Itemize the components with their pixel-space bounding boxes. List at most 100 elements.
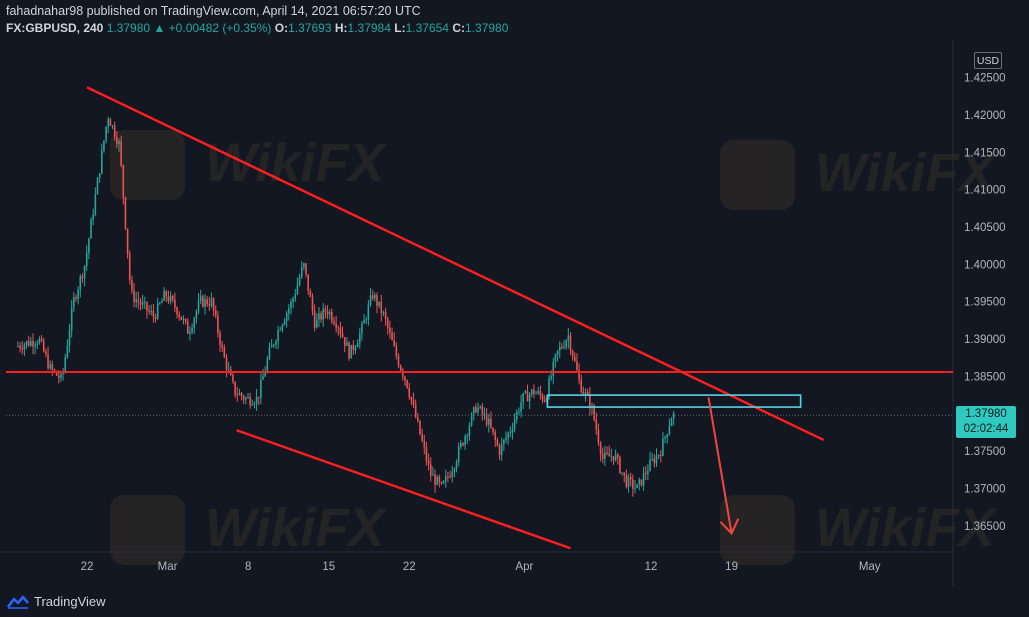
candle: [632, 474, 634, 497]
candle: [573, 352, 576, 363]
candle: [335, 315, 337, 333]
up-arrow-icon: ▲: [153, 21, 166, 35]
candle: [320, 311, 322, 323]
candle: [399, 364, 402, 372]
candle: [154, 313, 157, 323]
candle: [268, 342, 271, 361]
candle: [30, 336, 32, 347]
wikifx-watermark: WikiFX: [110, 495, 388, 565]
candle: [260, 372, 262, 405]
candle: [595, 412, 598, 435]
x-tick-label: 22: [81, 561, 94, 573]
candle: [337, 325, 340, 336]
projection-arrow[interactable]: [707, 397, 733, 534]
candle: [292, 296, 294, 309]
price-change: +0.00482 (+0.35%): [168, 21, 272, 35]
candle: [535, 390, 537, 395]
candle: [576, 353, 578, 371]
candle: [111, 124, 114, 130]
candle: [66, 339, 69, 359]
candle: [640, 479, 643, 487]
candle: [242, 394, 245, 404]
candle: [472, 406, 475, 421]
tradingview-brand[interactable]: TradingView: [7, 594, 106, 609]
candle: [644, 465, 647, 481]
high-label: H:: [334, 21, 348, 35]
candle: [543, 395, 546, 403]
candle: [468, 422, 471, 441]
brand-label: TradingView: [34, 594, 106, 609]
candle: [554, 353, 557, 368]
candle: [122, 164, 125, 205]
candle: [303, 262, 305, 271]
supply-zone-box[interactable]: [546, 394, 802, 408]
open-label: O:: [274, 21, 289, 35]
lower-trendline[interactable]: [236, 429, 571, 550]
candle: [427, 453, 430, 471]
candle: [176, 306, 178, 319]
candle: [247, 392, 249, 399]
watermark-text: WikiFX: [815, 143, 998, 203]
candle: [202, 294, 204, 308]
candle: [380, 294, 383, 322]
symbol-label[interactable]: FX:GBPUSD, 240: [6, 21, 104, 35]
candle: [533, 384, 535, 399]
candle: [266, 355, 269, 374]
candle: [148, 305, 150, 315]
high-value: 1.37984: [347, 21, 391, 35]
candle: [558, 341, 561, 359]
candle: [563, 339, 565, 350]
candle: [401, 367, 404, 381]
candle: [404, 375, 406, 386]
candle: [606, 446, 608, 456]
candle: [232, 372, 234, 384]
candle: [462, 442, 464, 447]
candle: [414, 399, 417, 419]
candle: [376, 292, 378, 314]
candle: [100, 143, 103, 175]
candle: [34, 341, 36, 355]
candle: [518, 407, 520, 416]
candle: [371, 289, 374, 301]
candle: [623, 472, 626, 483]
candle: [649, 451, 651, 472]
candle: [539, 385, 542, 400]
candle: [240, 391, 243, 401]
candle: [565, 338, 567, 350]
x-tick-label: Mar: [158, 561, 178, 573]
candle: [178, 311, 180, 321]
candle: [315, 313, 318, 329]
candle: [361, 321, 363, 341]
candle: [657, 454, 660, 460]
candle: [659, 450, 662, 463]
candle: [346, 337, 348, 346]
candle: [204, 294, 206, 315]
candle: [561, 342, 563, 350]
publisher-line: fahadnahar98 published on TradingView.co…: [6, 4, 421, 18]
candle: [281, 323, 284, 333]
watermark-logo-icon: [720, 140, 795, 210]
wikifx-watermark: WikiFX: [720, 140, 998, 210]
candle: [331, 308, 333, 325]
candle: [253, 401, 256, 409]
candle: [496, 437, 499, 447]
candle: [358, 327, 361, 349]
candle: [440, 481, 443, 486]
candle: [655, 448, 658, 468]
candle: [343, 337, 346, 352]
candle: [212, 297, 215, 317]
upper-trendline[interactable]: [86, 86, 825, 442]
currency-badge[interactable]: USD: [974, 52, 1002, 69]
candle: [73, 291, 75, 312]
candle: [369, 288, 372, 307]
y-tick-label: 1.37500: [964, 446, 1006, 458]
candle: [408, 382, 411, 400]
candle: [40, 335, 43, 343]
candle: [143, 296, 146, 310]
candle: [25, 340, 28, 349]
candle: [21, 341, 24, 355]
candle: [586, 388, 589, 396]
candle: [442, 479, 445, 485]
candle: [589, 387, 591, 416]
